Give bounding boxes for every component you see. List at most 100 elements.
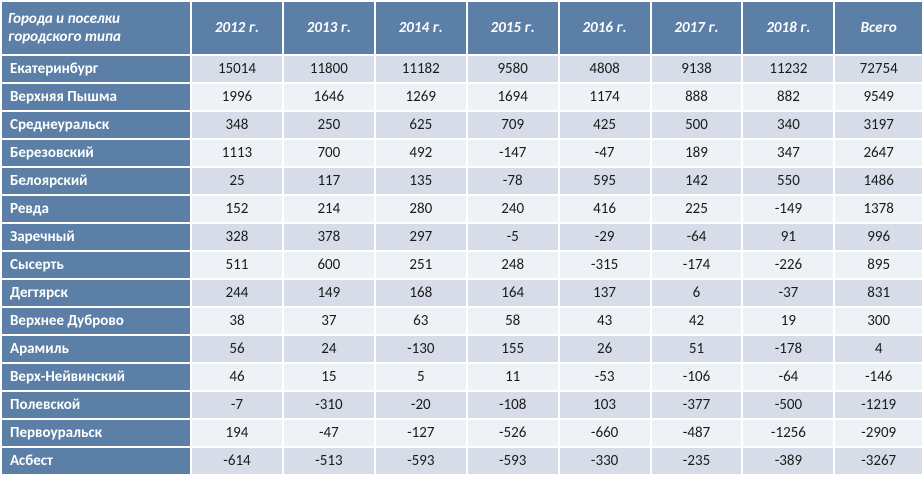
- table-row: Арамиль5624-1301552651-1784: [1, 335, 923, 363]
- table-row: Дегтярск2441491681641376-37831: [1, 279, 923, 307]
- table-row: Полевской-7-310-20-108103-377-500-1219: [1, 391, 923, 419]
- data-cell: -147: [467, 139, 559, 167]
- data-cell: 248: [467, 251, 559, 279]
- data-cell: 152: [191, 195, 283, 223]
- header-cell: 2014 г.: [375, 1, 467, 55]
- header-cell: 2013 г.: [283, 1, 375, 55]
- data-cell: -64: [742, 363, 834, 391]
- data-cell: 149: [283, 279, 375, 307]
- row-label: Верхняя Пышма: [1, 83, 191, 111]
- data-cell: 1174: [559, 83, 651, 111]
- header-row: Города и поселки городского типа 2012 г.…: [1, 1, 923, 55]
- data-cell: -526: [467, 419, 559, 447]
- data-cell: 244: [191, 279, 283, 307]
- data-cell: -174: [651, 251, 743, 279]
- data-cell: 600: [283, 251, 375, 279]
- data-cell: 4: [834, 335, 923, 363]
- data-cell: 500: [651, 111, 743, 139]
- table-body: Екатеринбург1501411800111829580480891381…: [1, 55, 923, 475]
- data-cell: -7: [191, 391, 283, 419]
- row-label: Верх-Нейвинский: [1, 363, 191, 391]
- row-label: Ревда: [1, 195, 191, 223]
- data-cell: 1996: [191, 83, 283, 111]
- header-cell: 2012 г.: [191, 1, 283, 55]
- data-cell: 5: [375, 363, 467, 391]
- data-cell: 250: [283, 111, 375, 139]
- data-table: Города и поселки городского типа 2012 г.…: [0, 0, 924, 476]
- data-cell: -127: [375, 419, 467, 447]
- table-row: Верхняя Пышма199616461269169411748888829…: [1, 83, 923, 111]
- data-cell: -37: [742, 279, 834, 307]
- data-cell: 135: [375, 167, 467, 195]
- data-cell: 416: [559, 195, 651, 223]
- data-cell: 19: [742, 307, 834, 335]
- data-cell: 2647: [834, 139, 923, 167]
- row-label: Первоуральск: [1, 419, 191, 447]
- data-cell: 11: [467, 363, 559, 391]
- table-row: Верхнее Дуброво38376358434219300: [1, 307, 923, 335]
- data-cell: -149: [742, 195, 834, 223]
- data-cell: 625: [375, 111, 467, 139]
- data-cell: 58: [467, 307, 559, 335]
- table-row: Среднеуральск3482506257094255003403197: [1, 111, 923, 139]
- data-cell: 1694: [467, 83, 559, 111]
- data-cell: 9138: [651, 55, 743, 83]
- header-cell: 2015 г.: [467, 1, 559, 55]
- data-cell: 63: [375, 307, 467, 335]
- row-label: Арамиль: [1, 335, 191, 363]
- data-cell: 189: [651, 139, 743, 167]
- data-cell: 595: [559, 167, 651, 195]
- data-cell: -20: [375, 391, 467, 419]
- data-cell: -315: [559, 251, 651, 279]
- data-cell: 11800: [283, 55, 375, 83]
- data-cell: -513: [283, 447, 375, 475]
- data-cell: 347: [742, 139, 834, 167]
- data-cell: 340: [742, 111, 834, 139]
- data-cell: 425: [559, 111, 651, 139]
- row-label: Екатеринбург: [1, 55, 191, 83]
- data-cell: -614: [191, 447, 283, 475]
- row-label: Березовский: [1, 139, 191, 167]
- data-cell: 831: [834, 279, 923, 307]
- data-cell: 168: [375, 279, 467, 307]
- data-cell: -106: [651, 363, 743, 391]
- data-cell: -3267: [834, 447, 923, 475]
- data-cell: 895: [834, 251, 923, 279]
- data-cell: 11232: [742, 55, 834, 83]
- data-cell: 46: [191, 363, 283, 391]
- data-cell: 11182: [375, 55, 467, 83]
- data-cell: 882: [742, 83, 834, 111]
- data-cell: 225: [651, 195, 743, 223]
- data-cell: 709: [467, 111, 559, 139]
- data-cell: -2909: [834, 419, 923, 447]
- row-label: Сысерть: [1, 251, 191, 279]
- data-cell: -64: [651, 223, 743, 251]
- data-cell: 164: [467, 279, 559, 307]
- data-cell: -226: [742, 251, 834, 279]
- header-cell: 2017 г.: [651, 1, 743, 55]
- header-cell: Города и поселки городского типа: [1, 1, 191, 55]
- data-cell: 9549: [834, 83, 923, 111]
- row-label: Среднеуральск: [1, 111, 191, 139]
- data-cell: -500: [742, 391, 834, 419]
- data-cell: 42: [651, 307, 743, 335]
- data-cell: 155: [467, 335, 559, 363]
- data-cell: 91: [742, 223, 834, 251]
- data-cell: 1269: [375, 83, 467, 111]
- data-cell: -235: [651, 447, 743, 475]
- data-cell: 72754: [834, 55, 923, 83]
- data-cell: 15014: [191, 55, 283, 83]
- header-cell: Всего: [834, 1, 923, 55]
- header-cell: 2018 г.: [742, 1, 834, 55]
- row-label: Полевской: [1, 391, 191, 419]
- data-cell: -47: [559, 139, 651, 167]
- data-cell: -53: [559, 363, 651, 391]
- data-cell: -593: [467, 447, 559, 475]
- row-label: Дегтярск: [1, 279, 191, 307]
- table-row: Березовский1113700492-147-471893472647: [1, 139, 923, 167]
- data-cell: 214: [283, 195, 375, 223]
- data-cell: 25: [191, 167, 283, 195]
- row-label: Белоярский: [1, 167, 191, 195]
- table-row: Ревда152214280240416225-1491378: [1, 195, 923, 223]
- data-cell: -487: [651, 419, 743, 447]
